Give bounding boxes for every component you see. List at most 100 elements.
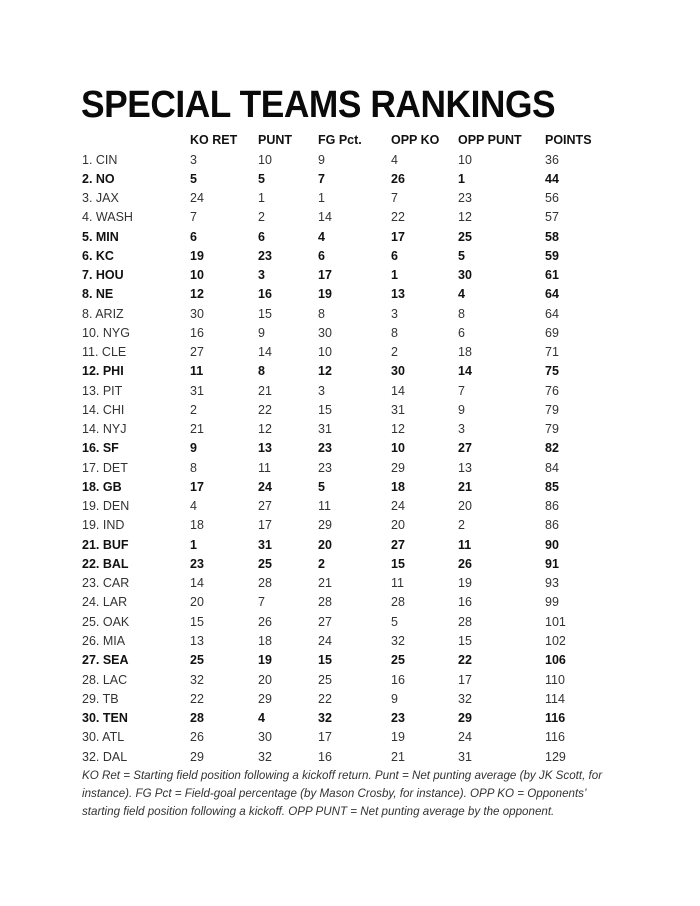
rank-cell: 31	[258, 537, 272, 552]
rank-cell: 6	[190, 229, 197, 244]
rank-cell: 23	[190, 556, 204, 571]
rank-cell: 27	[318, 614, 332, 629]
rank-cell: 17	[318, 730, 332, 745]
rank-cell: 27	[190, 345, 204, 360]
team-name: 26. MIA	[82, 634, 126, 648]
team-name: 8. NE	[82, 287, 114, 302]
rank-cell: 32	[190, 672, 204, 687]
rank-cell: 26	[458, 556, 472, 571]
rank-cell: 57	[545, 210, 559, 225]
rank-cell: 22	[190, 691, 204, 706]
rank-cell: 21	[391, 749, 405, 764]
rank-cell: 3	[190, 152, 197, 167]
rank-cell: 84	[545, 460, 559, 475]
rank-cell: 24	[391, 499, 405, 514]
rank-cell: 32	[258, 749, 272, 764]
rank-cell: 36	[545, 152, 559, 167]
rank-cell: 25	[318, 672, 332, 687]
rank-cell: 23	[318, 460, 332, 475]
rank-cell: 10	[258, 152, 272, 167]
rank-cell: 29	[391, 460, 405, 475]
rank-cell: 9	[458, 402, 465, 417]
team-name: 14. NYJ	[82, 422, 127, 437]
column-header: KO RET	[190, 133, 238, 147]
rank-cell: 59	[545, 248, 559, 263]
rank-cell: 29	[190, 749, 204, 764]
rank-cell: 58	[545, 229, 559, 244]
rank-cell: 11	[391, 576, 404, 591]
rank-cell: 15	[258, 306, 272, 321]
page-title: SPECIAL TEAMS RANKINGS	[81, 84, 556, 126]
rank-cell: 28	[190, 711, 204, 726]
rank-cell: 8	[258, 364, 265, 379]
rank-cell: 28	[318, 595, 332, 610]
rank-cell: 5	[190, 171, 197, 186]
rank-cell: 27	[391, 537, 405, 552]
rank-cell: 82	[545, 441, 559, 456]
rank-cell: 15	[458, 634, 472, 648]
team-name: 23. CAR	[82, 576, 130, 591]
rank-cell: 1	[190, 537, 197, 552]
rank-cell: 23	[318, 441, 332, 456]
rank-cell: 4	[458, 287, 465, 302]
rank-cell: 6	[258, 229, 265, 244]
team-name: 4. WASH	[82, 210, 133, 225]
team-name: 30. ATL	[82, 730, 125, 745]
team-name: 10. NYG	[82, 325, 130, 340]
rank-cell: 86	[545, 518, 559, 533]
rank-cell: 10	[458, 152, 472, 167]
rank-cell: 11	[258, 460, 271, 475]
rank-cell: 19	[190, 248, 204, 263]
rank-cell: 12	[458, 210, 472, 225]
rank-cell: 2	[318, 556, 325, 571]
team-name: 27. SEA	[82, 653, 129, 668]
rank-cell: 3	[391, 306, 398, 321]
team-name: 7. HOU	[82, 268, 124, 283]
rank-cell: 23	[458, 191, 472, 206]
rank-cell: 6	[458, 325, 465, 340]
rank-cell: 19	[391, 730, 405, 745]
rank-cell: 3	[458, 422, 465, 437]
rank-cell: 18	[190, 518, 204, 533]
rank-cell: 2	[458, 518, 465, 533]
rank-cell: 17	[190, 479, 204, 494]
rank-cell: 22	[391, 210, 405, 225]
rank-cell: 76	[545, 383, 559, 398]
rank-cell: 4	[391, 152, 398, 167]
rank-cell: 16	[190, 325, 204, 340]
rank-cell: 79	[545, 422, 559, 437]
rank-cell: 10	[190, 268, 204, 283]
rank-cell: 26	[258, 614, 272, 629]
rank-cell: 32	[318, 711, 332, 726]
rank-cell: 44	[545, 171, 559, 186]
rank-cell: 23	[258, 248, 272, 263]
rank-cell: 2	[258, 210, 265, 225]
rank-cell: 13	[458, 460, 472, 475]
rank-cell: 28	[391, 595, 405, 610]
rank-cell: 30	[458, 268, 472, 283]
rank-cell: 31	[190, 383, 204, 398]
rank-cell: 13	[190, 634, 204, 648]
rank-cell: 2	[391, 345, 398, 360]
rank-cell: 21	[458, 479, 472, 494]
rank-cell: 17	[391, 229, 405, 244]
rank-cell: 31	[318, 422, 332, 437]
team-name: 25. OAK	[82, 614, 130, 629]
rank-cell: 75	[545, 364, 559, 379]
rank-cell: 9	[258, 325, 265, 340]
team-name: 17. DET	[82, 460, 128, 475]
rank-cell: 17	[258, 518, 272, 533]
column-header: POINTS	[545, 133, 592, 147]
rank-cell: 17	[318, 268, 332, 283]
rank-cell: 8	[458, 306, 465, 321]
rank-cell: 27	[458, 441, 472, 456]
rank-cell: 32	[391, 634, 405, 648]
team-name: 19. IND	[82, 518, 125, 533]
rank-cell: 64	[545, 287, 559, 302]
team-name: 28. LAC	[82, 672, 128, 687]
rank-cell: 1	[458, 171, 465, 186]
rank-cell: 7	[391, 191, 398, 206]
rank-cell: 14	[391, 383, 405, 398]
rank-cell: 7	[258, 595, 265, 610]
rank-cell: 3	[318, 383, 325, 398]
